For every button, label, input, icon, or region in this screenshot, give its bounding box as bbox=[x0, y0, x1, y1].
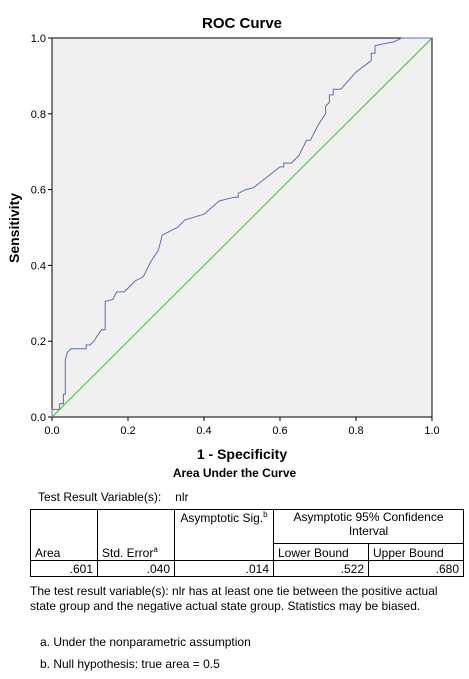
y-tick-label: 1.0 bbox=[31, 33, 46, 45]
roc-chart: ROC Curve 0.0 0.2 0.4 0.6 0.8 1.0 0.0 0.2 0.4 0.6… bbox=[6, 15, 440, 462]
reference-line bbox=[51, 37, 433, 418]
axis-ticks: 0.0 0.2 0.4 0.6 0.8 1.0 0.0 0.2 0.4 0.6 0.8 1.0 bbox=[31, 33, 440, 437]
y-tick-label: 0.8 bbox=[31, 109, 46, 121]
y-tick-label: 0.4 bbox=[31, 260, 46, 272]
header-upper-bound: Upper Bound bbox=[368, 542, 464, 562]
footnote-b: b. Null hypothesis: true area = 0.5 bbox=[40, 657, 220, 671]
header-area: Area bbox=[30, 509, 98, 561]
y-tick-label: 0.0 bbox=[31, 412, 46, 424]
footnote-a: a. Under the nonparametric assumption bbox=[40, 635, 251, 649]
header-asymptotic-sig: Asymptotic Sig.b bbox=[174, 509, 274, 561]
table-title: Area Under the Curve bbox=[172, 466, 297, 480]
x-axis-label: 1 - Specificity bbox=[197, 446, 287, 462]
test-result-label: Test Result Variable(s): bbox=[38, 490, 162, 504]
header-lower-bound: Lower Bound bbox=[273, 542, 369, 562]
roc-curve-line bbox=[51, 37, 432, 417]
table-note: The test result variable(s): nlr has at … bbox=[30, 584, 438, 613]
x-tick-label: 0.4 bbox=[196, 425, 211, 437]
y-tick-label: 0.2 bbox=[31, 336, 46, 348]
header-ci: Asymptotic 95% Confidence Interval bbox=[273, 509, 464, 544]
y-tick-label: 0.6 bbox=[31, 185, 46, 197]
table-row: .601 .040 .014 .522 .680 bbox=[30, 560, 464, 577]
cell-sig: .014 bbox=[174, 560, 274, 577]
y-axis-label: Sensitivity bbox=[6, 193, 22, 263]
x-tick-label: 0.6 bbox=[272, 425, 287, 437]
cell-std-error: .040 bbox=[97, 560, 175, 577]
x-tick-label: 0.8 bbox=[348, 425, 363, 437]
x-tick-label: 0.0 bbox=[44, 425, 59, 437]
chart-title: ROC Curve bbox=[202, 15, 282, 32]
x-tick-label: 1.0 bbox=[424, 425, 439, 437]
x-tick-label: 0.2 bbox=[120, 425, 135, 437]
auc-table: Area Std. Errora Asymptotic Sig.b Asympt… bbox=[30, 509, 464, 577]
cell-upper: .680 bbox=[368, 560, 464, 577]
series-lines bbox=[51, 37, 433, 418]
header-std-error: Std. Errora bbox=[97, 509, 175, 561]
test-result-variable: Test Result Variable(s): nlr bbox=[38, 490, 189, 504]
cell-lower: .522 bbox=[273, 560, 369, 577]
test-result-value: nlr bbox=[175, 490, 189, 504]
cell-area: .601 bbox=[30, 560, 98, 577]
